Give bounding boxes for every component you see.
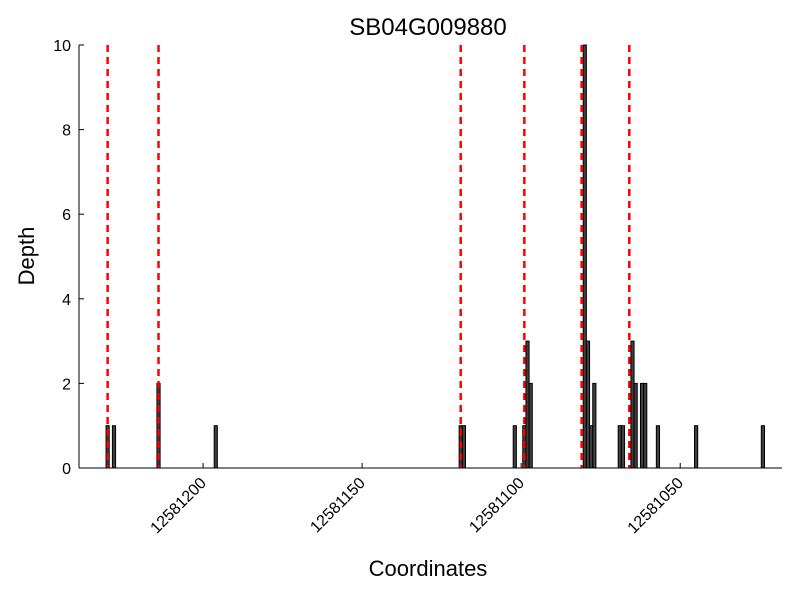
depth-bar — [528, 382, 533, 469]
y-tick-label: 8 — [62, 123, 71, 140]
x-axis-title: Coordinates — [369, 556, 488, 581]
y-tick-label: 2 — [62, 376, 71, 393]
x-tick-label: 12581100 — [466, 475, 528, 537]
depth-bar — [592, 382, 597, 469]
chart-title: SB04G009880 — [349, 14, 506, 41]
depth-bar — [694, 425, 699, 469]
axes-layer — [78, 45, 782, 469]
x-tick-label: 12581200 — [148, 475, 210, 537]
x-tick-label: 12581150 — [307, 475, 369, 537]
depth-bar — [655, 425, 661, 469]
depth-bar — [111, 425, 117, 469]
depth-bar — [633, 382, 638, 469]
depth-bar — [760, 425, 766, 469]
markers-layer — [106, 45, 631, 468]
y-tick-label: 6 — [62, 207, 71, 224]
x-ticks: 12581200 12581150 12581100 12581050 — [148, 463, 687, 537]
y-ticks: 0 2 4 6 8 10 — [53, 38, 84, 478]
depth-bar — [461, 425, 466, 469]
y-tick-label: 0 — [62, 461, 71, 478]
y-tick-label: 10 — [53, 38, 71, 55]
y-axis-title: Depth — [14, 227, 39, 286]
y-tick-label: 4 — [62, 292, 71, 309]
depth-bar — [620, 425, 626, 469]
depth-bar — [512, 425, 517, 469]
depth-bar — [643, 382, 648, 469]
x-tick-label: 12581050 — [625, 475, 687, 537]
bars-layer — [105, 44, 766, 469]
depth-bar — [213, 425, 218, 469]
